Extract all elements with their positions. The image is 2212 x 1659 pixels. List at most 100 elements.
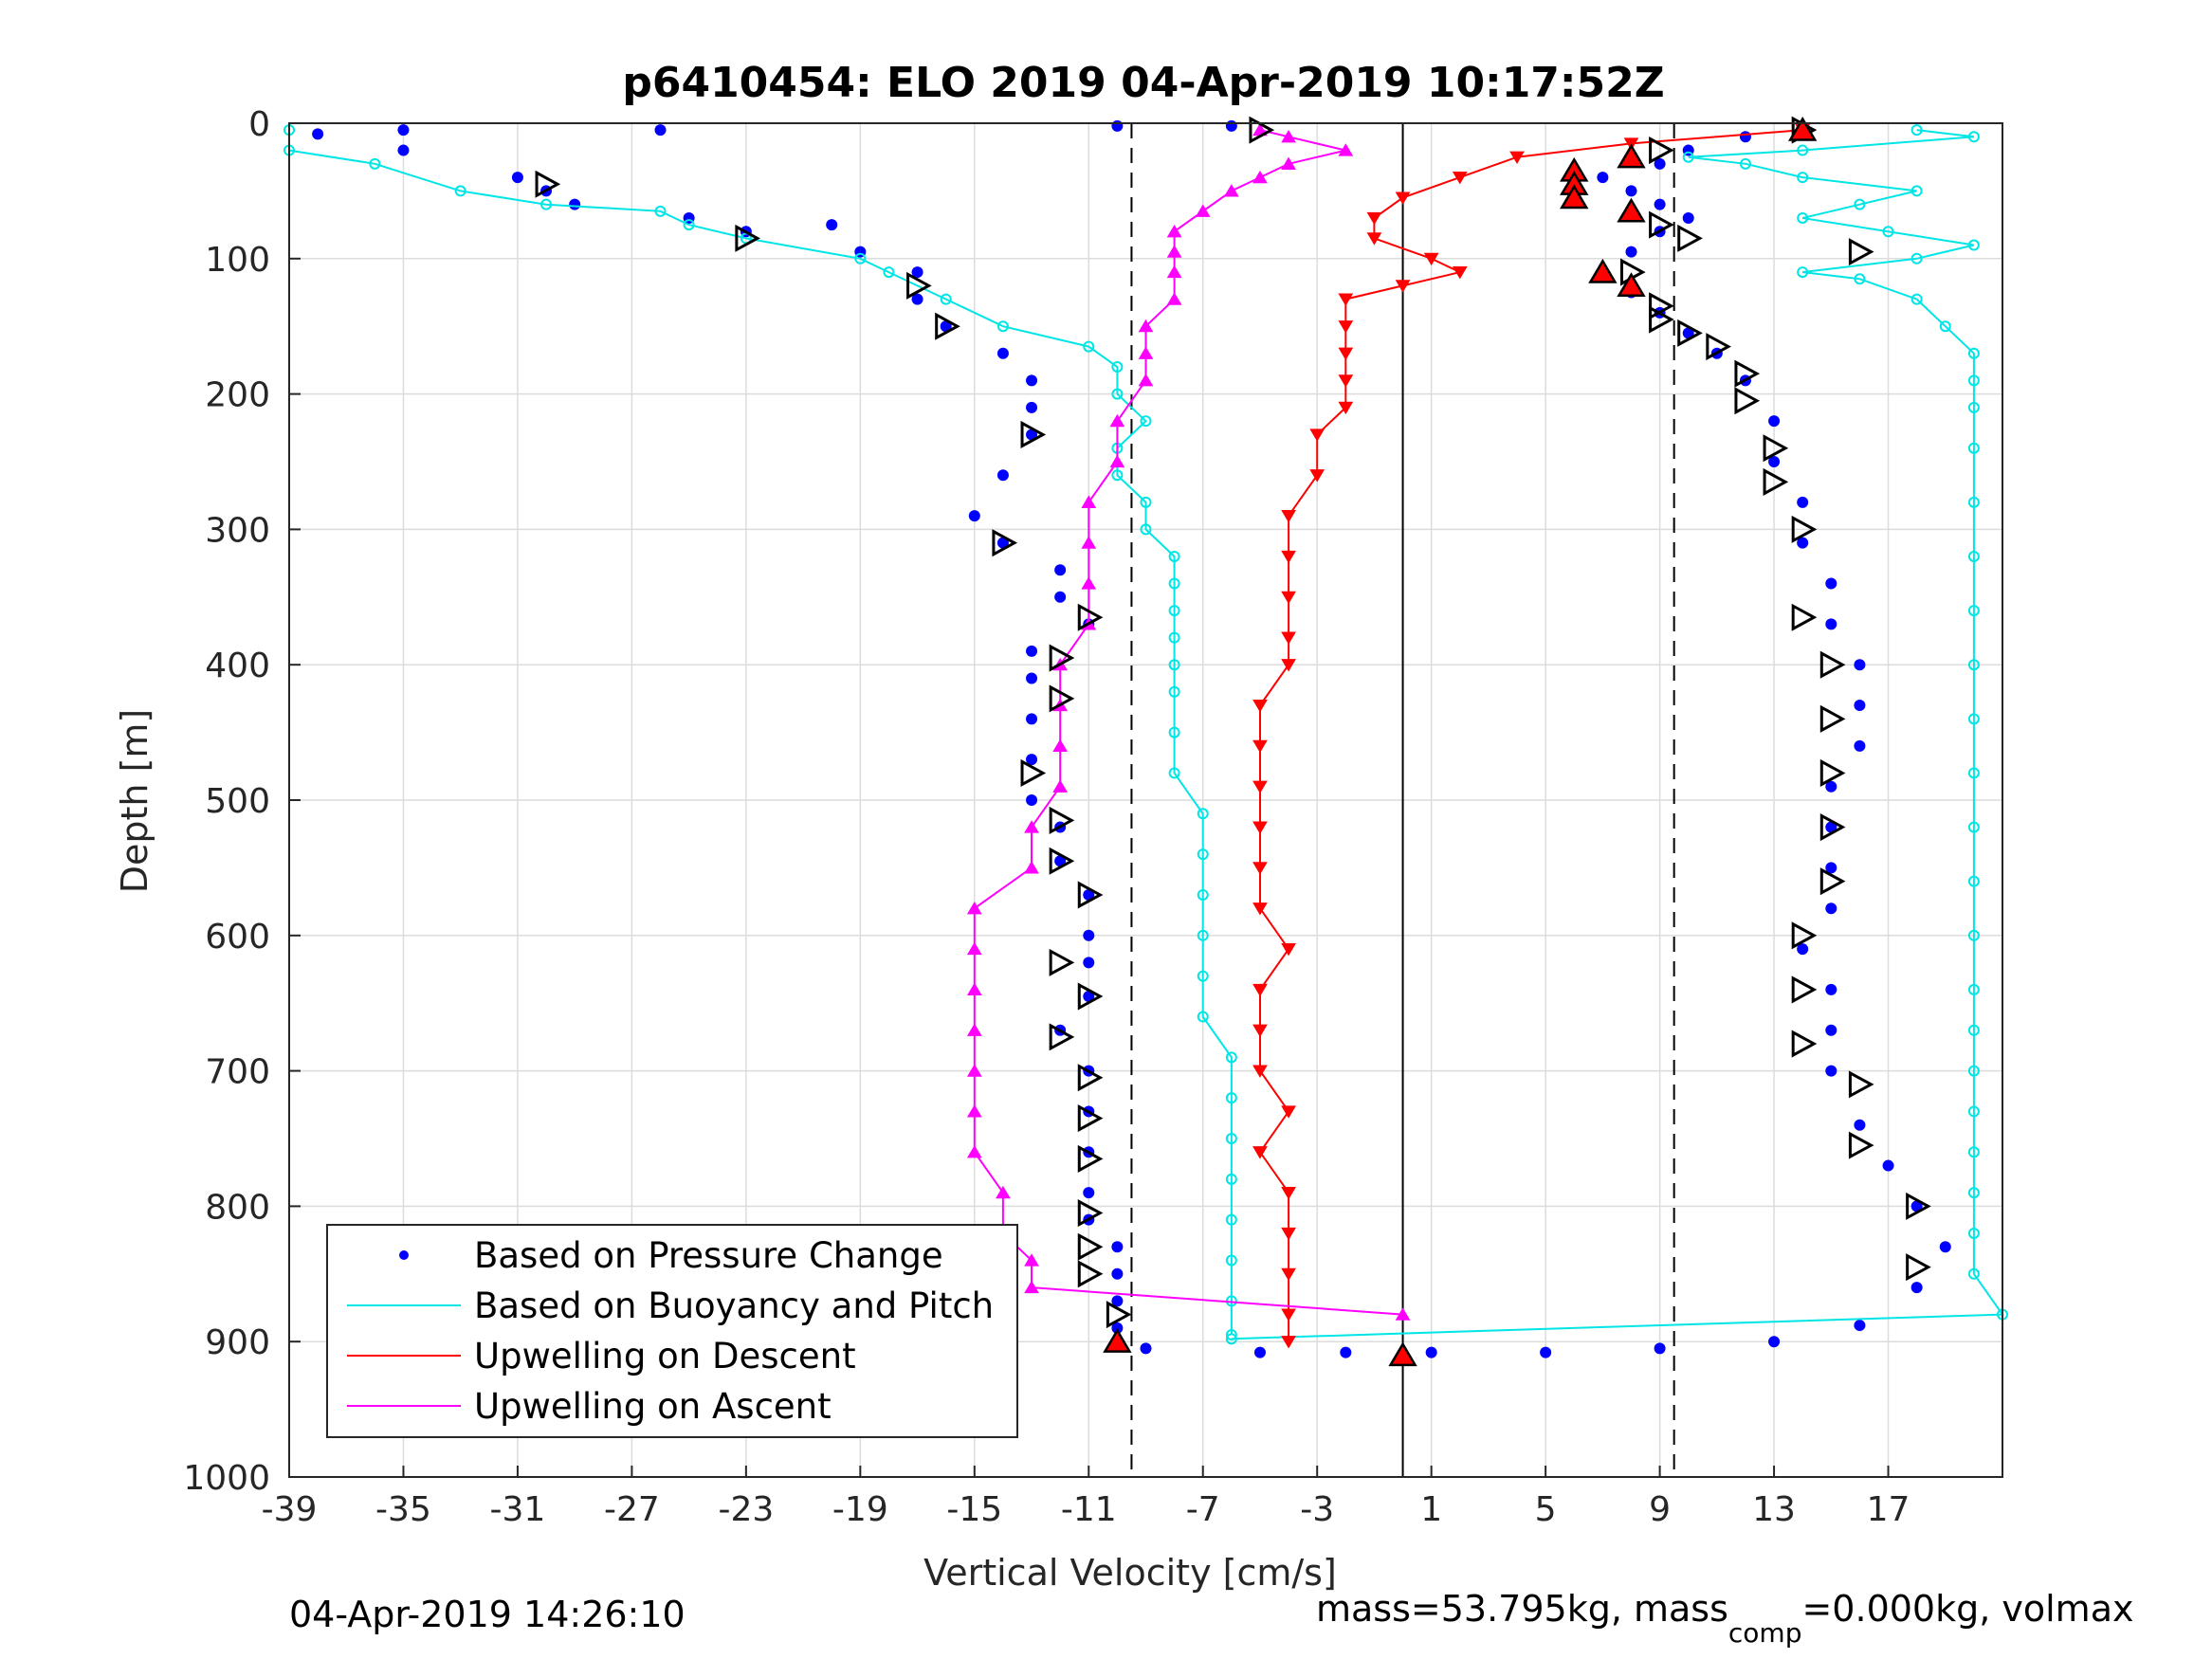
- open-triangle-marker-33: [1706, 333, 1731, 361]
- footer-mass-prefix: mass=53.795kg, mass: [1316, 1588, 1728, 1630]
- buoyancy-point-0-19: [1140, 523, 1152, 536]
- upwelling-point-2-25: [1252, 821, 1268, 834]
- upwelling-point-3-29: [1166, 245, 1182, 258]
- upwelling-point-2-37: [1281, 1308, 1296, 1322]
- open-triangle-marker-25: [1649, 137, 1674, 165]
- pressure-point-11: [911, 266, 923, 279]
- buoyancy-point-0-6: [683, 219, 695, 231]
- upwelling-point-3-34: [1281, 156, 1296, 170]
- upwelling-point-2-10: [1338, 293, 1354, 306]
- pressure-point-18: [996, 469, 1009, 482]
- open-triangle-marker-11: [1049, 847, 1075, 875]
- upwelling-point-3-20: [1081, 536, 1097, 549]
- open-triangle-marker-19: [1077, 1199, 1104, 1228]
- pressure-point-68: [1854, 700, 1866, 712]
- pressure-point-57: [1882, 1159, 1894, 1172]
- buoyancy-point-1-36: [1797, 144, 1809, 156]
- buoyancy-point-0-8: [854, 252, 867, 264]
- open-triangle-marker-47: [1791, 1030, 1818, 1058]
- pressure-point-70: [1825, 618, 1837, 630]
- open-triangle-marker-13: [1049, 948, 1075, 976]
- x-tick-label-8: -7: [1186, 1490, 1220, 1529]
- upwelling-point-3-24: [1138, 374, 1154, 387]
- upwelling-point-3-0: [1395, 1307, 1411, 1321]
- upwelling-point-2-26: [1252, 862, 1268, 875]
- buoyancy-point-0-13: [1111, 361, 1124, 374]
- open-triangle-marker-2: [906, 271, 932, 300]
- upwelling-point-3-22: [1109, 454, 1125, 468]
- upwelling-point-3-25: [1138, 346, 1154, 359]
- open-triangle-marker-5: [992, 529, 1018, 557]
- buoyancy-point-1-2: [1967, 1267, 1980, 1280]
- open-triangle-marker-7: [1049, 644, 1075, 672]
- pressure-point-32: [1083, 929, 1095, 941]
- pressure-point-86: [1625, 185, 1637, 197]
- buoyancy-point-1-35: [1682, 151, 1694, 163]
- pressure-point-42: [1111, 1267, 1124, 1280]
- buoyancy-point-0-41: [1225, 1329, 1237, 1341]
- open-triangle-marker-10: [1049, 806, 1075, 834]
- upwelling-point-2-30: [1252, 1024, 1268, 1038]
- upwelling-point-2-20: [1281, 631, 1296, 645]
- pressure-point-53: [1854, 1320, 1866, 1332]
- upwelling-point-2-33: [1252, 1146, 1268, 1159]
- open-triangle-marker-40: [1819, 650, 1846, 679]
- buoyancy-point-0-4: [540, 198, 553, 210]
- red-triangle-marker-8: [1103, 1328, 1132, 1353]
- y-tick-label-3: 300: [205, 511, 270, 550]
- upwelling-point-3-10: [966, 941, 982, 956]
- y-tick-label-5: 500: [205, 782, 270, 821]
- open-triangle-marker-32: [1677, 319, 1703, 347]
- upwelling-point-2-13: [1338, 374, 1354, 388]
- open-triangle-marker-8: [1049, 684, 1075, 713]
- x-tick-label-2: -31: [490, 1490, 546, 1529]
- open-triangle-marker-39: [1791, 603, 1818, 631]
- y-tick-label-10: 1000: [183, 1459, 270, 1498]
- upwelling-point-3-28: [1166, 264, 1182, 279]
- pressure-point-56: [1910, 1200, 1923, 1212]
- open-triangle-marker-26: [1649, 210, 1674, 239]
- y-tick-label-0: 0: [248, 105, 270, 144]
- x-tick-label-3: -27: [604, 1490, 660, 1529]
- open-triangle-marker-50: [1906, 1192, 1931, 1220]
- buoyancy-point-1-5: [1967, 1146, 1980, 1158]
- pressure-point-33: [1083, 957, 1095, 969]
- upwelling-point-2-23: [1252, 739, 1268, 754]
- series-layer: [283, 119, 2008, 1361]
- pressure-point-21: [1054, 564, 1067, 576]
- upwelling-point-2-4: [1395, 191, 1411, 205]
- buoyancy-point-1-21: [1967, 374, 1980, 387]
- legend-label-pressure: Based on Pressure Change: [474, 1235, 943, 1276]
- pressure-point-2: [397, 144, 410, 156]
- upwelling-point-2-11: [1338, 320, 1354, 334]
- open-triangle-marker-17: [1077, 1104, 1104, 1133]
- buoyancy-point-1-29: [1882, 226, 1894, 238]
- pressure-point-27: [1026, 754, 1038, 766]
- buoyancy-point-1-17: [1967, 550, 1980, 562]
- y-tick-label-8: 800: [205, 1188, 270, 1227]
- y-tick-label-6: 600: [205, 918, 270, 957]
- pressure-point-31: [1083, 888, 1095, 901]
- pressure-point-87: [1597, 172, 1609, 184]
- buoyancy-point-1-26: [1797, 266, 1809, 279]
- pressure-point-51: [1654, 1342, 1666, 1355]
- buoyancy-point-0-27: [1168, 767, 1180, 779]
- upwelling-point-2-3: [1452, 172, 1468, 185]
- pressure-point-3: [511, 172, 523, 184]
- buoyancy-point-1-11: [1967, 875, 1980, 887]
- buoyancy-point-1-16: [1967, 605, 1980, 617]
- upwelling-point-2-14: [1338, 401, 1354, 415]
- pressure-point-25: [1026, 672, 1038, 684]
- upwelling-point-2-31: [1252, 1065, 1268, 1078]
- buoyancy-point-0-34: [1225, 1051, 1237, 1064]
- x-tick-label-10: 1: [1420, 1490, 1442, 1529]
- open-triangle-marker-14: [1077, 982, 1104, 1011]
- open-triangle-marker-51: [1906, 1253, 1931, 1282]
- buoyancy-point-0-5: [654, 205, 667, 217]
- series-3: [966, 122, 1411, 1321]
- open-triangle-marker-22: [1106, 1301, 1132, 1329]
- buoyancy-point-0-10: [940, 293, 952, 305]
- buoyancy-point-1-24: [1910, 293, 1923, 305]
- buoyancy-point-0-18: [1140, 496, 1152, 508]
